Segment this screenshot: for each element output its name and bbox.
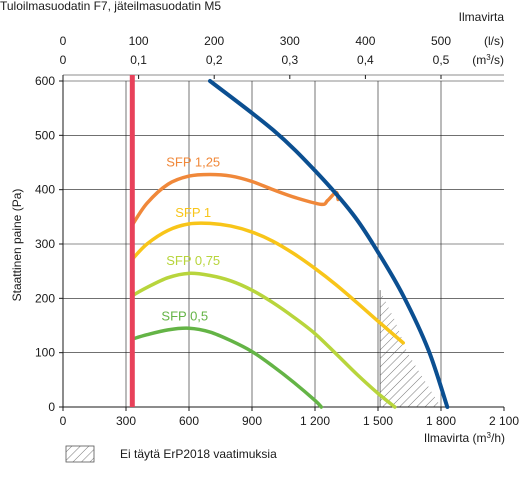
series-line-1 <box>130 172 340 227</box>
y-axis-label: Staattinen paine (Pa) <box>10 189 24 302</box>
x-tick-label: 0 <box>60 414 67 428</box>
top-tick-label-m3s: 0,1 <box>130 53 147 67</box>
x-tick-label: 1 500 <box>363 414 393 428</box>
x-tick-label: 900 <box>242 414 262 428</box>
grid <box>63 80 504 407</box>
top-tick-label-m3s: 0 <box>60 53 67 67</box>
top-tick-label-ls: 500 <box>431 34 451 48</box>
top-tick-label-ls: 0 <box>60 34 67 48</box>
series-line-3 <box>130 271 397 409</box>
x-tick-label: 300 <box>116 414 136 428</box>
top-tick-label-ls: 400 <box>355 34 375 48</box>
top-tick-label-ls: 300 <box>280 34 300 48</box>
top-tick-label-ls: 200 <box>204 34 224 48</box>
x-tick-label: 1 200 <box>300 414 330 428</box>
top-axis-title: Ilmavirta <box>459 10 505 24</box>
y-tick-label: 400 <box>35 183 55 197</box>
series-label-2: SFP 1 <box>175 205 211 220</box>
y-tick-label: 200 <box>35 291 55 305</box>
tick-labels: 0 300 600 900 1 200 1 500 1 800 2 100 0 100 200 300… <box>35 34 519 428</box>
top-tick-label-m3s: 0,2 <box>206 53 223 67</box>
y-tick-label: 600 <box>35 74 55 88</box>
x-tick-label: 2 100 <box>489 414 519 428</box>
series-line-2 <box>130 221 405 345</box>
x-axis-label: Ilmavirta (m3/h) <box>424 431 505 445</box>
top-axis-unit-m3s: (m3/s) <box>472 53 504 67</box>
y-tick-label: 100 <box>35 346 55 360</box>
series-label-1: SFP 1,25 <box>166 155 220 170</box>
series-label-4: SFP 0,5 <box>161 308 208 323</box>
legend-hatch-swatch <box>65 445 95 463</box>
x-tick-label: 600 <box>179 414 199 428</box>
series-label-3: SFP 0,75 <box>166 253 220 268</box>
y-tick-label: 0 <box>48 400 55 414</box>
non-compliant-region <box>379 290 441 407</box>
chart-title: Tuloilmasuodatin F7, jäteilmasuodatin M5 <box>0 0 221 13</box>
y-tick-label: 500 <box>35 128 55 142</box>
top-axis-unit-ls: (l/s) <box>484 34 504 48</box>
y-tick-label: 300 <box>35 237 55 251</box>
top-tick-label-ls: 100 <box>129 34 149 48</box>
legend-hatch-label: Ei täytä ErP2018 vaatimuksia <box>120 447 277 461</box>
x-tick-label: 1 800 <box>426 414 456 428</box>
top-tick-label-m3s: 0,5 <box>433 53 450 67</box>
top-tick-label-m3s: 0,3 <box>281 53 298 67</box>
top-tick-label-m3s: 0,4 <box>357 53 374 67</box>
series-line-4 <box>130 326 324 409</box>
series: SFP 1,25 SFP 1 SFP 0,75 SFP 0,5 <box>129 75 450 409</box>
max-performance-curve <box>208 79 450 409</box>
non-compliant-area <box>380 290 441 407</box>
